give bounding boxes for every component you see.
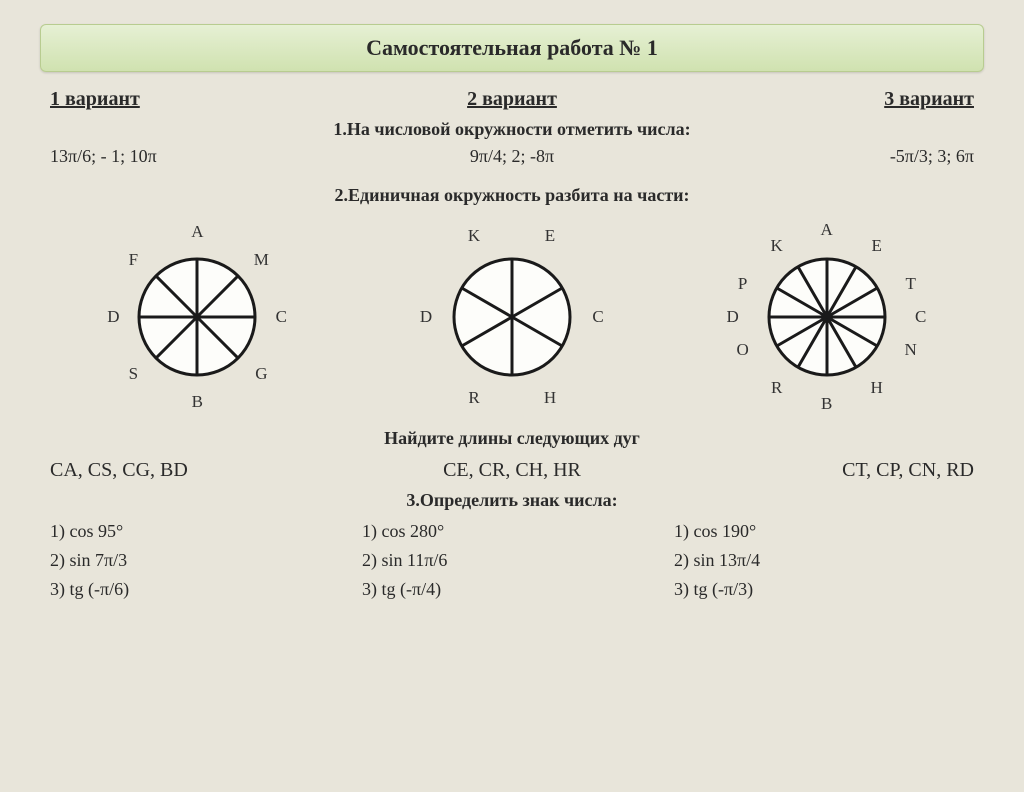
t3r1v3: 1) cos 190° <box>674 521 974 542</box>
circle-point-label: R <box>468 388 479 408</box>
circle-diagram-3: A E TCN H B R ODP K <box>727 222 927 412</box>
circle-point-label: P <box>738 274 747 294</box>
task2-heading: 2.Единичная окружность разбита на части: <box>0 185 1024 206</box>
variant-headers: 1 вариант 2 вариант 3 вариант <box>0 88 1024 111</box>
t3r1v1: 1) cos 95° <box>50 521 350 542</box>
circle-point-label: M <box>254 250 269 270</box>
page-title: Самостоятельная работа № 1 <box>40 24 984 72</box>
task1-v1: 13π/6; - 1; 10π <box>50 146 350 167</box>
task1-v3: -5π/3; 3; 6π <box>674 146 974 167</box>
task1-heading: 1.На числовой окружности отметить числа: <box>0 119 1024 140</box>
circle-point-label: G <box>255 364 267 384</box>
circle-point-label: E <box>545 226 555 246</box>
variant-1-head: 1 вариант <box>50 88 140 111</box>
t3r3v2: 3) tg (-π/4) <box>362 579 662 600</box>
task3-heading: 3.Определить знак числа: <box>0 490 1024 511</box>
circle-point-label: K <box>771 236 783 256</box>
circle-point-label: E <box>871 236 881 256</box>
circle-diagrams: AMCGBSDF KECHRD AETCNHBRODPK <box>0 212 1024 422</box>
circle-point-label: S <box>129 364 138 384</box>
circle-point-label: D <box>727 307 739 327</box>
arcs-v2: CE, CR, CH, HR <box>362 459 662 482</box>
t3r2v3: 2) sin 13π/4 <box>674 550 974 571</box>
task1-v2: 9π/4; 2; -8π <box>362 146 662 167</box>
circle-point-label: N <box>905 340 917 360</box>
circle-point-label: O <box>737 340 749 360</box>
circle-diagram-2: K E C H R D <box>412 222 612 412</box>
task1-values: 13π/6; - 1; 10π 9π/4; 2; -8π -5π/3; 3; 6… <box>0 146 1024 167</box>
circle-point-label: F <box>129 250 138 270</box>
arc-list: CA, CS, CG, BD CE, CR, CH, HR CT, CP, CN… <box>0 459 1024 482</box>
circle-point-label: C <box>276 307 287 327</box>
circle-point-label: K <box>468 226 480 246</box>
t3r3v3: 3) tg (-π/3) <box>674 579 974 600</box>
circle-point-label: C <box>915 307 926 327</box>
circle-point-label: R <box>771 378 782 398</box>
variant-3-head: 3 вариант <box>884 88 974 111</box>
task3-row-1: 1) cos 95° 1) cos 280° 1) cos 190° <box>0 517 1024 546</box>
arcs-v3: CT, CP, CN, RD <box>674 459 974 482</box>
circle-point-label: A <box>821 220 833 240</box>
circle-diagram-1: A M C G B S D F <box>97 222 297 412</box>
circle-point-label: C <box>592 307 603 327</box>
t3r1v2: 1) cos 280° <box>362 521 662 542</box>
circle-point-label: H <box>871 378 883 398</box>
circle-point-label: T <box>905 274 915 294</box>
task3-row-2: 2) sin 7π/3 2) sin 11π/6 2) sin 13π/4 <box>0 546 1024 575</box>
circle-point-label: B <box>821 394 832 414</box>
t3r3v1: 3) tg (-π/6) <box>50 579 350 600</box>
task2-arc-heading: Найдите длины следующих дуг <box>0 428 1024 449</box>
circle-point-label: B <box>192 392 203 412</box>
circle-point-label: H <box>544 388 556 408</box>
task3-row-3: 3) tg (-π/6) 3) tg (-π/4) 3) tg (-π/3) <box>0 575 1024 604</box>
t3r2v1: 2) sin 7π/3 <box>50 550 350 571</box>
arcs-v1: CA, CS, CG, BD <box>50 459 350 482</box>
variant-2-head: 2 вариант <box>467 88 557 111</box>
circle-point-label: A <box>191 222 203 242</box>
circle-point-label: D <box>107 307 119 327</box>
t3r2v2: 2) sin 11π/6 <box>362 550 662 571</box>
circle-point-label: D <box>420 307 432 327</box>
